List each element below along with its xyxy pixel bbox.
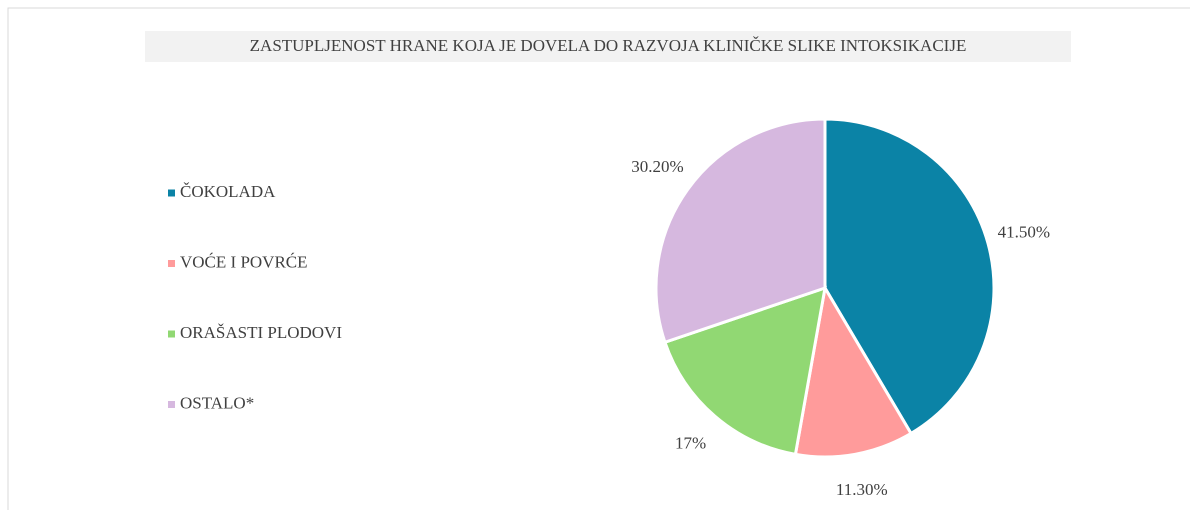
legend-label: ORAŠASTI PLODOVI xyxy=(180,323,342,342)
data-label: 41.50% xyxy=(998,223,1050,242)
chart-border xyxy=(7,7,1190,510)
title-background xyxy=(145,31,1071,62)
chart-title: ZASTUPLJENOST HRANE KOJA JE DOVELA DO RA… xyxy=(250,36,967,55)
legend-label: VOĆE I POVRĆE xyxy=(180,252,308,271)
legend-swatch xyxy=(168,330,175,338)
pie-slice xyxy=(654,117,827,345)
legend-label: OSTALO* xyxy=(180,393,254,412)
pie-slice xyxy=(793,283,914,459)
legend-swatch xyxy=(168,401,175,408)
legend-swatch xyxy=(168,260,175,267)
data-label: 11.30% xyxy=(836,480,888,499)
data-label: 30.20% xyxy=(631,157,683,176)
data-label: 17% xyxy=(675,433,706,452)
pie-slice xyxy=(823,117,996,436)
legend-label: ČOKOLADA xyxy=(180,182,276,201)
legend-swatch xyxy=(168,189,175,197)
